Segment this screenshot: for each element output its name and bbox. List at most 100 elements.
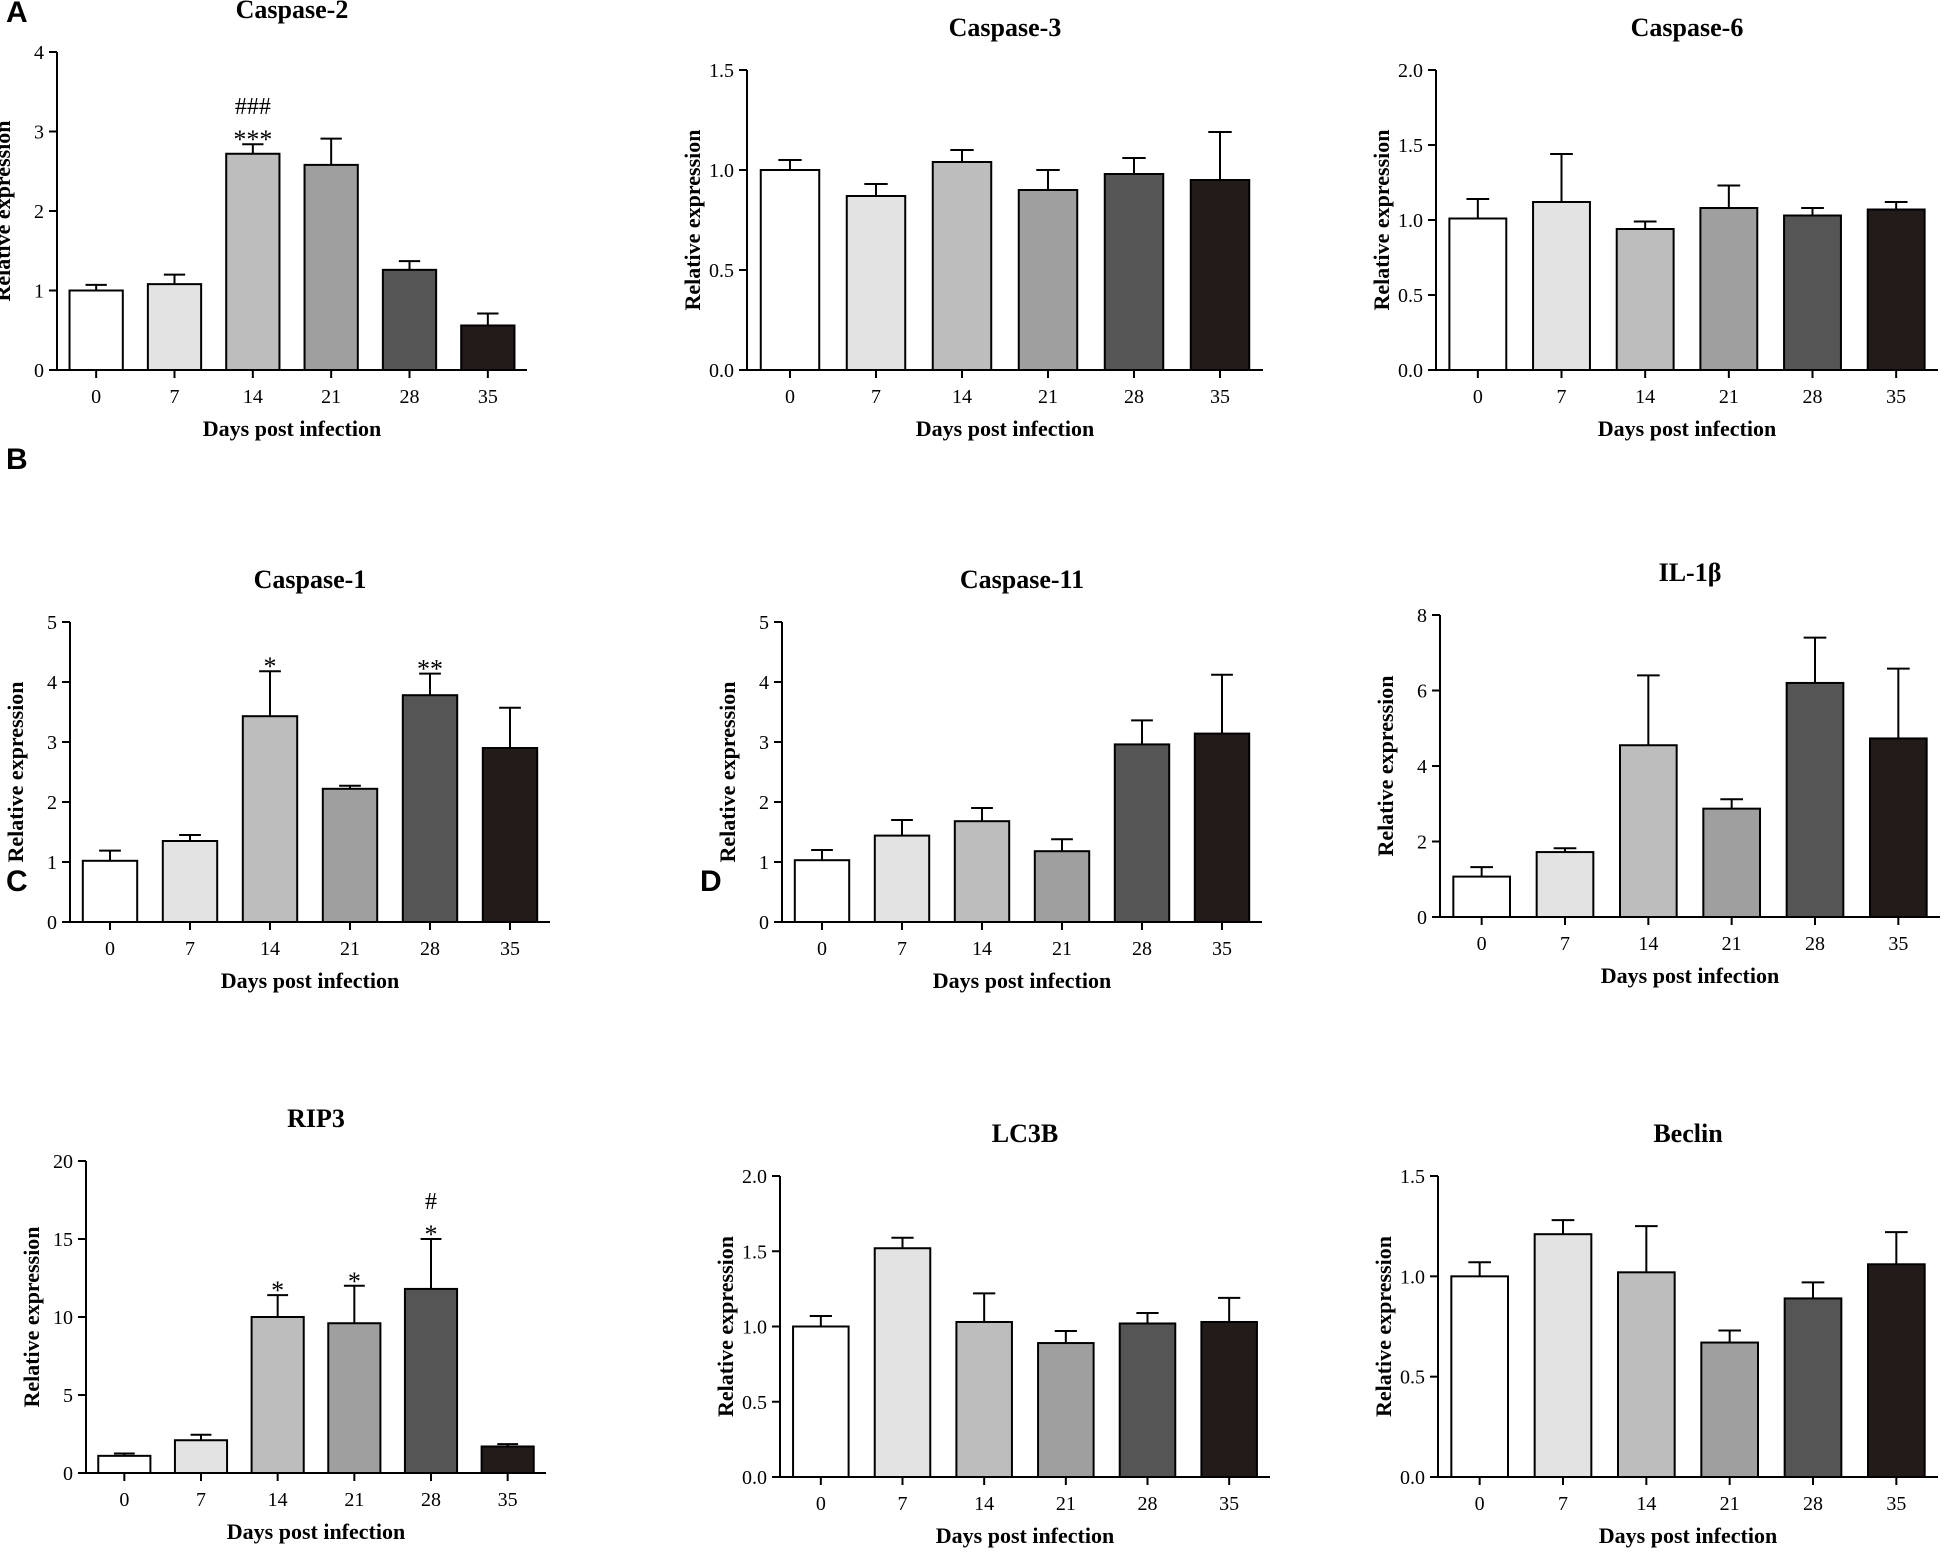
bar <box>68 289 124 371</box>
bar <box>1617 1271 1676 1478</box>
bar <box>481 747 539 923</box>
x-tick-label: 7 <box>1558 1493 1568 1515</box>
y-tick-label: 0 <box>34 360 44 382</box>
bar <box>1866 208 1926 371</box>
y-tick-label: 2.0 <box>1398 60 1423 82</box>
y-tick-label: 2 <box>759 792 769 814</box>
x-tick-label: 35 <box>1886 1493 1906 1515</box>
bar <box>1118 1322 1177 1478</box>
y-tick-label: 5 <box>63 1385 73 1407</box>
significance-marker: * <box>425 1220 438 1249</box>
chart-title: LC3B <box>992 1119 1058 1148</box>
y-tick-label: 3 <box>47 732 57 754</box>
panel-label-b: B <box>6 443 28 476</box>
bar <box>1017 189 1079 371</box>
y-tick-label: 5 <box>47 612 57 634</box>
y-tick-label: 1.5 <box>1400 1166 1425 1188</box>
bar <box>327 1322 382 1474</box>
x-axis-label: Days post infection <box>203 416 381 441</box>
bar <box>1532 201 1591 371</box>
bar <box>1867 1263 1926 1478</box>
chart-1: Caspase-3 0.0 0.5 1.0 1.5 Relative expression… <box>680 13 1263 441</box>
y-tick-label: 5 <box>759 612 769 634</box>
x-tick-label: 7 <box>1560 933 1570 955</box>
x-tick-label: 0 <box>816 1493 826 1515</box>
x-tick-label: 35 <box>1212 938 1232 960</box>
y-tick-label: 6 <box>1417 681 1427 703</box>
x-tick-label: 0 <box>1477 933 1487 955</box>
bar <box>1452 875 1512 918</box>
x-axis-label: Days post infection <box>1598 416 1776 441</box>
y-tick-label: 1.0 <box>1398 210 1423 232</box>
bar <box>241 715 299 924</box>
x-tick-label: 28 <box>400 386 420 408</box>
x-tick-label: 14 <box>268 1489 288 1511</box>
chart-0: Caspase-2 0 1 2 3 4 Relative expression 0 7 14 21 2… <box>0 0 527 441</box>
chart-8: Beclin 0.0 0.5 1.0 1.5 Relative expression 0 7 1… <box>1371 1119 1938 1548</box>
x-tick-label: 7 <box>196 1489 206 1511</box>
chart-4: Caspase-11 0 1 2 3 4 5 Relative expression 0 7 14 2… <box>715 565 1262 993</box>
bar <box>845 195 907 371</box>
x-axis-label: Days post infection <box>916 416 1094 441</box>
chart-title: IL-1β <box>1659 558 1722 587</box>
bar <box>225 152 281 371</box>
y-tick-label: 10 <box>53 1307 73 1329</box>
bar <box>1535 851 1595 919</box>
x-tick-label: 14 <box>1638 933 1658 955</box>
panel-label-a: A <box>6 0 28 29</box>
bar <box>1103 173 1165 371</box>
significance-marker: * <box>348 1267 361 1296</box>
x-tick-label: 35 <box>500 938 520 960</box>
y-tick-label: 4 <box>34 42 44 64</box>
y-tick-label: 1.0 <box>1400 1266 1425 1288</box>
y-tick-label: 0 <box>63 1463 73 1485</box>
chart-7: LC3B 0.0 0.5 1.0 1.5 2.0 Relative expression 0 7… <box>713 1119 1270 1548</box>
y-tick-label: 15 <box>53 1229 73 1251</box>
x-tick-label: 0 <box>1475 1493 1485 1515</box>
y-tick-label: 0.0 <box>742 1467 767 1489</box>
x-tick-label: 7 <box>898 1493 908 1515</box>
x-axis-label: Days post infection <box>221 968 399 993</box>
x-tick-label: 35 <box>1886 386 1906 408</box>
chart-3: Caspase-1 0 1 2 3 4 5 Relative expression 0 7 14 21… <box>3 565 550 993</box>
bar <box>953 820 1011 924</box>
bar <box>1193 732 1251 923</box>
y-axis-label: Relative expression <box>3 681 28 862</box>
x-tick-label: 7 <box>897 938 907 960</box>
panel-label-c: C <box>6 865 28 898</box>
x-tick-label: 21 <box>1719 386 1739 408</box>
x-tick-label: 7 <box>1557 386 1567 408</box>
significance-marker: # <box>425 1189 437 1215</box>
significance-marker: * <box>271 1276 284 1305</box>
significance-marker: ** <box>417 655 443 684</box>
bar <box>1448 217 1508 371</box>
x-tick-label: 14 <box>243 386 263 408</box>
y-tick-label: 1.5 <box>709 60 734 82</box>
y-tick-label: 1.0 <box>742 1317 767 1339</box>
x-tick-label: 14 <box>1635 386 1655 408</box>
panel-label-d: D <box>700 865 722 898</box>
y-tick-label: 4 <box>1417 756 1427 778</box>
chart-title: Caspase-2 <box>236 0 349 24</box>
x-tick-label: 28 <box>1138 1493 1158 1515</box>
chart-title: Caspase-6 <box>1631 13 1744 42</box>
x-tick-label: 14 <box>260 938 280 960</box>
y-tick-label: 0.5 <box>1400 1367 1425 1389</box>
bar <box>759 169 821 371</box>
bar <box>403 1287 459 1475</box>
x-tick-label: 14 <box>972 938 992 960</box>
y-tick-label: 4 <box>47 672 57 694</box>
y-axis-label: Relative expression <box>1371 1236 1396 1417</box>
x-tick-label: 21 <box>1052 938 1072 960</box>
x-tick-label: 35 <box>478 386 498 408</box>
bar <box>321 787 379 923</box>
y-tick-label: 1 <box>759 852 769 874</box>
x-tick-label: 21 <box>344 1489 364 1511</box>
x-tick-label: 28 <box>1803 1493 1823 1515</box>
x-tick-label: 28 <box>1803 386 1823 408</box>
y-axis-label: Relative expression <box>680 129 705 310</box>
x-tick-label: 0 <box>785 386 795 408</box>
x-axis-label: Days post infection <box>1601 963 1779 988</box>
y-tick-label: 4 <box>759 672 769 694</box>
